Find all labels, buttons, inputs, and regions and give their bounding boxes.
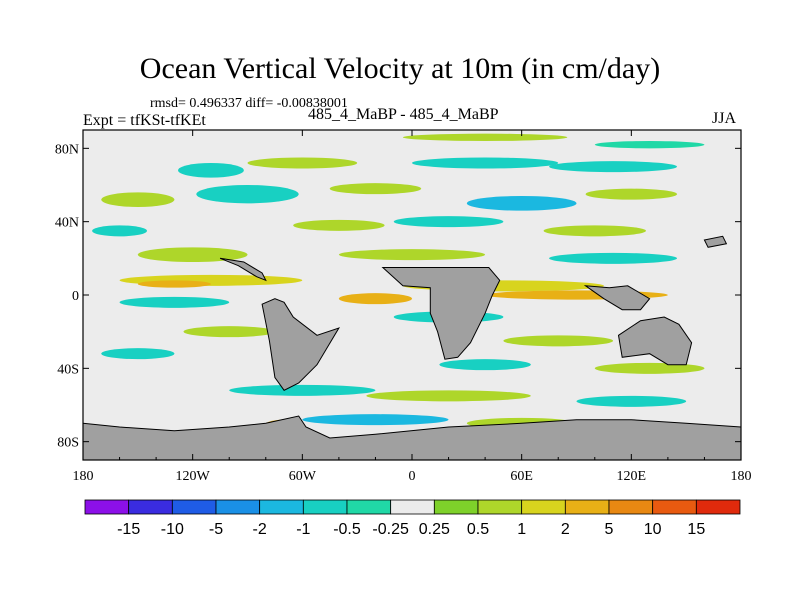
colorbar-label-7: 0.25: [419, 521, 450, 538]
anomaly-patch-25: [183, 326, 275, 338]
land-antarctica: [83, 415, 741, 460]
land-africa: [381, 267, 501, 360]
colorbar-label-0: -15: [117, 521, 140, 538]
chart-title: Ocean Vertical Velocity at 10m (in cm/da…: [139, 52, 661, 85]
colorbar-label-6: -0.25: [372, 521, 409, 538]
experiment-label: Expt = tfKSt-tfKEt: [83, 112, 206, 129]
x-tick-label-0: 180: [73, 469, 94, 484]
x-tick-label-2: 60W: [289, 469, 317, 484]
colorbar-box-13: [652, 499, 697, 515]
land-maritime-continent: [583, 285, 651, 311]
y-tick-label-3: 40S: [57, 362, 79, 377]
anomaly-patch-4: [594, 141, 705, 149]
anomaly-patch-9: [466, 196, 577, 211]
colorbar-box-9: [477, 499, 523, 515]
colorbar-box-1: [128, 499, 173, 515]
y-tick-label-0: 80N: [55, 142, 79, 157]
colorbar-box-6: [346, 499, 392, 515]
anomaly-patch-7: [196, 185, 299, 204]
anomaly-patch-32: [576, 395, 687, 407]
anomaly-patch-31: [366, 390, 531, 402]
anomaly-patch-1: [247, 157, 358, 169]
case-label: 485_4_MaBP - 485_4_MaBP: [308, 106, 499, 123]
colorbar-label-9: 1: [517, 521, 526, 538]
colorbar-box-11: [564, 499, 610, 515]
colorbar-label-1: -10: [161, 521, 184, 538]
anomaly-patch-16: [338, 249, 486, 261]
colorbar-label-3: -2: [253, 521, 267, 538]
anomaly-patch-33: [302, 414, 449, 426]
colorbar-label-13: 15: [687, 521, 705, 538]
colorbar-label-12: 10: [644, 521, 662, 538]
anomaly-patch-28: [439, 359, 531, 371]
anomaly-patch-13: [393, 216, 504, 228]
land-south-america: [261, 298, 341, 391]
season-label: JJA: [712, 110, 737, 127]
land-central-america: [219, 257, 267, 282]
y-tick-label-1: 40N: [55, 216, 79, 231]
anomaly-patch-29: [594, 362, 705, 374]
colorbar-box-3: [215, 499, 261, 515]
anomaly-patch-30: [229, 384, 376, 396]
anomaly-patch-2: [412, 157, 559, 169]
colorbar-label-4: -1: [296, 521, 310, 538]
land-australia: [617, 316, 693, 366]
anomaly-patch-14: [543, 225, 646, 237]
anomaly-patch-11: [92, 225, 147, 237]
colorbar-label-5: -0.5: [333, 521, 361, 538]
rmsd-diff-stats: rmsd= 0.496337 diff= -0.00838001: [150, 96, 348, 111]
colorbar-label-8: 0.5: [467, 521, 489, 538]
colorbar-box-8: [433, 499, 479, 515]
x-tick-label-6: 180: [731, 469, 752, 484]
anomaly-patch-5: [402, 133, 568, 141]
x-tick-label-4: 60E: [510, 469, 533, 484]
anomaly-patch-26: [503, 335, 614, 347]
colorbar-box-7: [390, 499, 435, 515]
land-greenland-strip: [703, 235, 728, 248]
anomaly-patch-23: [119, 296, 230, 308]
colorbar-box-5: [302, 499, 348, 515]
colorbar-box-0: [84, 499, 130, 515]
anomaly-patch-17: [549, 252, 678, 264]
x-tick-label-1: 120W: [176, 469, 211, 484]
colorbar-label-2: -5: [209, 521, 223, 538]
x-tick-label-3: 0: [409, 469, 416, 484]
anomaly-patch-10: [585, 188, 678, 200]
anomaly-patch-19: [137, 280, 211, 288]
anomaly-patch-12: [293, 219, 385, 231]
colorbar-label-10: 2: [561, 521, 570, 538]
anomaly-patch-6: [101, 192, 175, 208]
y-tick-label-2: 0: [72, 289, 79, 304]
colorbar-box-4: [259, 499, 304, 515]
anomaly-patch-27: [101, 348, 175, 360]
y-tick-label-4: 80S: [57, 436, 79, 451]
colorbar-label-11: 5: [605, 521, 614, 538]
anomaly-patch-22: [338, 293, 413, 305]
x-tick-label-5: 120E: [617, 469, 647, 484]
anomaly-field: [83, 133, 741, 460]
anomaly-patch-8: [329, 183, 422, 195]
colorbar-box-2: [171, 499, 217, 515]
anomaly-patch-0: [178, 163, 244, 178]
colorbar-box-14: [695, 499, 741, 515]
colorbar-box-12: [608, 499, 654, 515]
anomaly-patch-3: [549, 161, 678, 173]
colorbar-box-10: [521, 499, 566, 515]
